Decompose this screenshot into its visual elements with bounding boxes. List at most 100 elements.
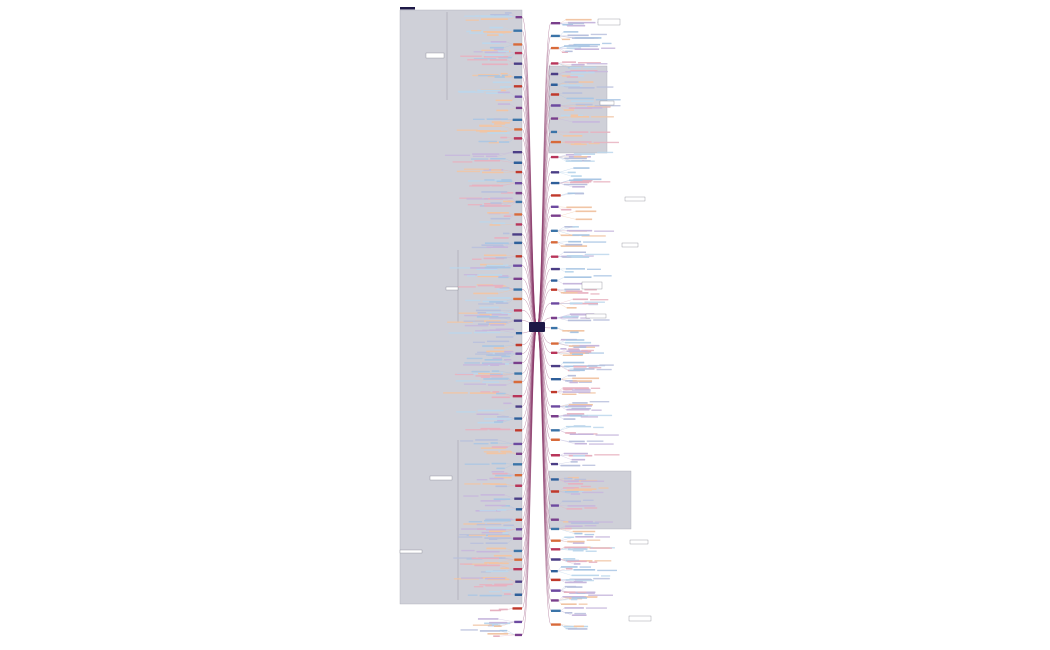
branch-node-left-13[interactable] (513, 161, 522, 164)
branch-node-right-48[interactable] (551, 599, 559, 602)
branch-node-left-23[interactable] (513, 264, 522, 267)
branch-node-right-0[interactable] (551, 22, 561, 25)
branch-node-right-42[interactable] (551, 539, 561, 542)
branch-node-right-37[interactable] (551, 478, 559, 481)
branch-node-left-14[interactable] (515, 170, 522, 174)
branch-node-left-22[interactable] (515, 255, 522, 258)
branch-node-left-47[interactable] (515, 528, 522, 531)
branch-node-right-21[interactable] (551, 279, 558, 282)
branch-node-left-36[interactable] (515, 405, 522, 408)
branch-node-left-8[interactable] (515, 106, 522, 110)
central-topic[interactable] (529, 322, 545, 332)
branch-node-left-5[interactable] (514, 76, 522, 79)
branch-node-left-11[interactable] (513, 137, 522, 140)
branch-node-left-43[interactable] (515, 484, 522, 487)
branch-node-right-10[interactable] (551, 140, 561, 144)
branch-node-left-45[interactable] (515, 508, 522, 511)
branch-node-right-8[interactable] (551, 117, 559, 120)
branch-node-left-21[interactable] (514, 241, 522, 245)
branch-node-left-39[interactable] (513, 442, 522, 446)
branch-node-right-3[interactable] (551, 62, 559, 65)
branch-node-right-22[interactable] (551, 288, 558, 291)
branch-node-right-34[interactable] (551, 438, 560, 441)
branch-node-left-12[interactable] (512, 150, 522, 154)
branch-node-left-50[interactable] (514, 558, 522, 561)
branch-node-right-20[interactable] (551, 267, 560, 271)
branch-node-left-55[interactable] (514, 620, 522, 624)
branch-node-left-9[interactable] (512, 118, 522, 122)
branch-node-right-33[interactable] (551, 429, 560, 432)
branch-node-right-2[interactable] (551, 46, 559, 50)
branch-node-right-36[interactable] (551, 462, 558, 466)
branch-node-right-43[interactable] (551, 548, 561, 551)
branch-node-right-25[interactable] (551, 326, 558, 330)
branch-node-left-34[interactable] (513, 380, 522, 384)
branch-node-right-6[interactable] (551, 93, 560, 96)
branch-node-left-25[interactable] (513, 288, 522, 291)
branch-node-left-35[interactable] (512, 394, 522, 398)
branch-node-right-13[interactable] (551, 181, 560, 185)
branch-node-right-28[interactable] (551, 364, 561, 368)
branch-node-left-1[interactable] (513, 29, 522, 32)
branch-node-right-47[interactable] (551, 589, 561, 592)
branch-node-left-10[interactable] (514, 128, 522, 131)
branch-node-right-49[interactable] (551, 609, 561, 612)
branch-node-left-41[interactable] (512, 463, 522, 466)
branch-node-left-30[interactable] (515, 343, 522, 347)
branch-node-right-14[interactable] (551, 194, 561, 197)
branch-node-right-24[interactable] (551, 316, 558, 320)
branch-node-left-38[interactable] (515, 429, 522, 432)
branch-node-left-42[interactable] (514, 474, 522, 477)
branch-node-left-29[interactable] (515, 331, 522, 335)
branch-node-left-3[interactable] (514, 51, 522, 55)
branch-node-right-12[interactable] (551, 171, 560, 174)
branch-node-right-39[interactable] (551, 504, 559, 507)
branch-node-left-27[interactable] (513, 309, 522, 312)
branch-node-left-0[interactable] (515, 16, 522, 19)
branch-node-left-16[interactable] (515, 191, 522, 195)
branch-node-left-53[interactable] (514, 593, 522, 596)
branch-node-right-18[interactable] (551, 241, 558, 244)
branch-node-right-1[interactable] (551, 34, 560, 38)
branch-node-right-32[interactable] (551, 415, 559, 418)
branch-node-right-26[interactable] (551, 342, 559, 345)
branch-node-left-20[interactable] (512, 233, 522, 236)
branch-node-right-27[interactable] (551, 351, 558, 355)
branch-node-right-17[interactable] (551, 229, 558, 233)
branch-node-right-11[interactable] (551, 155, 559, 159)
branch-node-left-52[interactable] (515, 580, 522, 583)
branch-node-left-7[interactable] (514, 95, 522, 98)
branch-node-right-44[interactable] (551, 558, 561, 561)
branch-node-left-54[interactable] (512, 607, 522, 610)
branch-node-left-17[interactable] (515, 200, 522, 204)
branch-node-right-38[interactable] (551, 490, 560, 493)
branch-node-left-26[interactable] (513, 297, 522, 301)
branch-node-right-40[interactable] (551, 518, 559, 521)
branch-node-right-31[interactable] (551, 405, 561, 408)
branch-node-left-6[interactable] (513, 85, 522, 88)
branch-node-right-15[interactable] (551, 205, 559, 208)
branch-node-right-4[interactable] (551, 72, 559, 76)
branch-node-right-5[interactable] (551, 83, 558, 86)
branch-node-left-2[interactable] (513, 43, 522, 46)
branch-node-left-24[interactable] (513, 277, 522, 281)
branch-node-left-49[interactable] (513, 549, 522, 553)
branch-node-right-19[interactable] (551, 255, 559, 258)
branch-node-left-18[interactable] (514, 213, 522, 216)
branch-node-left-15[interactable] (514, 182, 522, 185)
branch-node-right-29[interactable] (551, 377, 561, 381)
branch-node-right-16[interactable] (551, 214, 561, 217)
branch-node-left-40[interactable] (515, 452, 522, 456)
branch-node-right-45[interactable] (551, 569, 558, 573)
branch-node-right-30[interactable] (551, 390, 558, 394)
branch-node-left-46[interactable] (515, 518, 522, 522)
branch-node-left-4[interactable] (513, 62, 522, 65)
branch-node-right-23[interactable] (551, 302, 560, 305)
branch-node-right-7[interactable] (551, 104, 561, 107)
central-topic-box[interactable] (529, 322, 545, 332)
branch-node-left-31[interactable] (515, 352, 522, 355)
branch-node-left-28[interactable] (513, 319, 522, 322)
branch-node-left-19[interactable] (515, 223, 522, 226)
branch-node-left-56[interactable] (514, 633, 522, 637)
branch-node-left-48[interactable] (513, 537, 522, 540)
